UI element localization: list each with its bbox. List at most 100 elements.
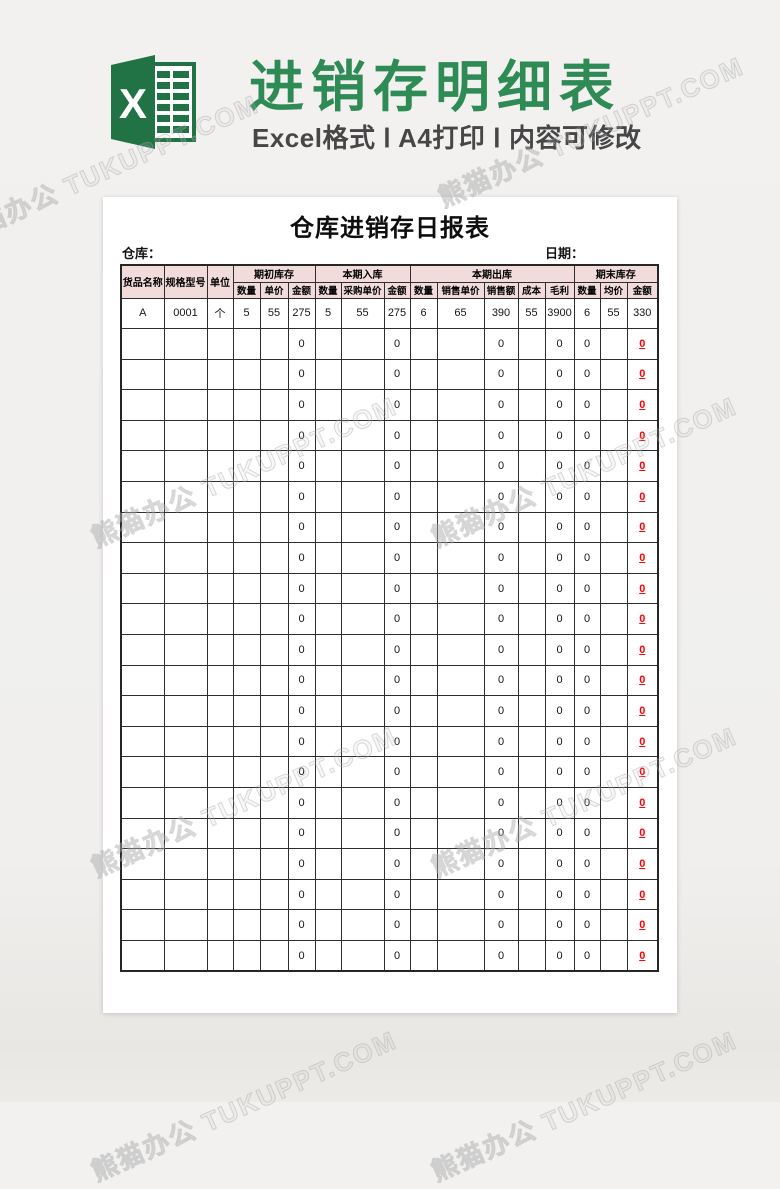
cell xyxy=(340,358,385,391)
cell: 0 xyxy=(626,848,659,880)
cell xyxy=(206,787,234,819)
cell: 0 xyxy=(544,603,575,636)
cell: 0 xyxy=(544,664,575,697)
cell xyxy=(206,848,234,880)
cell xyxy=(517,389,546,421)
cell xyxy=(340,664,385,697)
cell xyxy=(409,787,438,819)
cell: 0 xyxy=(383,572,411,605)
cell xyxy=(314,603,342,636)
date-label: 日期： xyxy=(545,246,585,261)
cell: 0 xyxy=(626,511,659,544)
column-group-header: 本期入库 xyxy=(314,264,411,283)
cell xyxy=(259,725,289,758)
cell: 6 xyxy=(573,297,601,330)
cell xyxy=(340,450,385,483)
cell: 0 xyxy=(544,358,575,391)
cell: 0 xyxy=(626,878,659,911)
cell: 5 xyxy=(314,297,342,330)
column-sub-header: 成本 xyxy=(517,281,546,299)
cell xyxy=(206,634,234,666)
cell: 0 xyxy=(573,939,601,972)
cell: 0 xyxy=(287,328,316,360)
cell xyxy=(314,328,342,360)
cell xyxy=(232,817,261,850)
cell: 0 xyxy=(626,725,659,758)
cell xyxy=(314,481,342,513)
column-group-header: 期初库存 xyxy=(232,264,316,283)
cell xyxy=(340,572,385,605)
cell: 0 xyxy=(383,787,411,819)
cell xyxy=(163,878,208,911)
cell: 0 xyxy=(544,389,575,421)
cell: 0 xyxy=(573,756,601,788)
cell xyxy=(232,848,261,880)
column-sub-header: 金额 xyxy=(626,281,659,299)
cell: 0 xyxy=(287,389,316,421)
cell xyxy=(599,848,628,880)
cell: 0 xyxy=(573,450,601,483)
cell xyxy=(259,603,289,636)
column-sub-header: 毛利 xyxy=(544,281,575,299)
cell xyxy=(599,756,628,788)
cell xyxy=(517,542,546,574)
cell: 0 xyxy=(626,389,659,421)
banner-subtitle: Excel格式 Ⅰ A4打印 Ⅰ 内容可修改 xyxy=(252,123,642,153)
cell xyxy=(340,542,385,574)
cell: 0 xyxy=(573,664,601,697)
cell xyxy=(314,787,342,819)
cell xyxy=(599,664,628,697)
cell xyxy=(436,358,485,391)
cell xyxy=(314,572,342,605)
cell xyxy=(120,695,165,727)
cell: 0 xyxy=(573,389,601,421)
cell xyxy=(232,664,261,697)
cell: 0 xyxy=(287,787,316,819)
cell xyxy=(517,328,546,360)
cell: 0 xyxy=(383,848,411,880)
cell xyxy=(163,511,208,544)
cell: 0 xyxy=(383,756,411,788)
cell xyxy=(232,725,261,758)
cell xyxy=(599,450,628,483)
cell: 0 xyxy=(626,695,659,727)
cell xyxy=(206,603,234,636)
cell: 0 xyxy=(483,450,519,483)
cell: 0 xyxy=(626,450,659,483)
column-sub-header: 销售额 xyxy=(483,281,519,299)
cell xyxy=(314,634,342,666)
cell xyxy=(599,389,628,421)
cell xyxy=(340,939,385,972)
cell xyxy=(517,817,546,850)
cell xyxy=(340,634,385,666)
cell xyxy=(517,909,546,941)
cell xyxy=(232,419,261,452)
cell: 0 xyxy=(544,848,575,880)
cell: 0 xyxy=(483,572,519,605)
cell: 0 xyxy=(544,725,575,758)
cell xyxy=(120,634,165,666)
cell xyxy=(232,909,261,941)
cell xyxy=(599,909,628,941)
cell xyxy=(409,511,438,544)
cell xyxy=(163,450,208,483)
cell xyxy=(436,817,485,850)
cell xyxy=(409,909,438,941)
cell: 0 xyxy=(573,878,601,911)
cell xyxy=(120,511,165,544)
cell xyxy=(599,817,628,850)
cell: 0 xyxy=(626,634,659,666)
cell: 0 xyxy=(573,848,601,880)
cell: 275 xyxy=(287,297,316,330)
cell xyxy=(163,358,208,391)
cell xyxy=(259,878,289,911)
cell: 0 xyxy=(573,634,601,666)
cell: 0 xyxy=(626,419,659,452)
cell xyxy=(409,695,438,727)
